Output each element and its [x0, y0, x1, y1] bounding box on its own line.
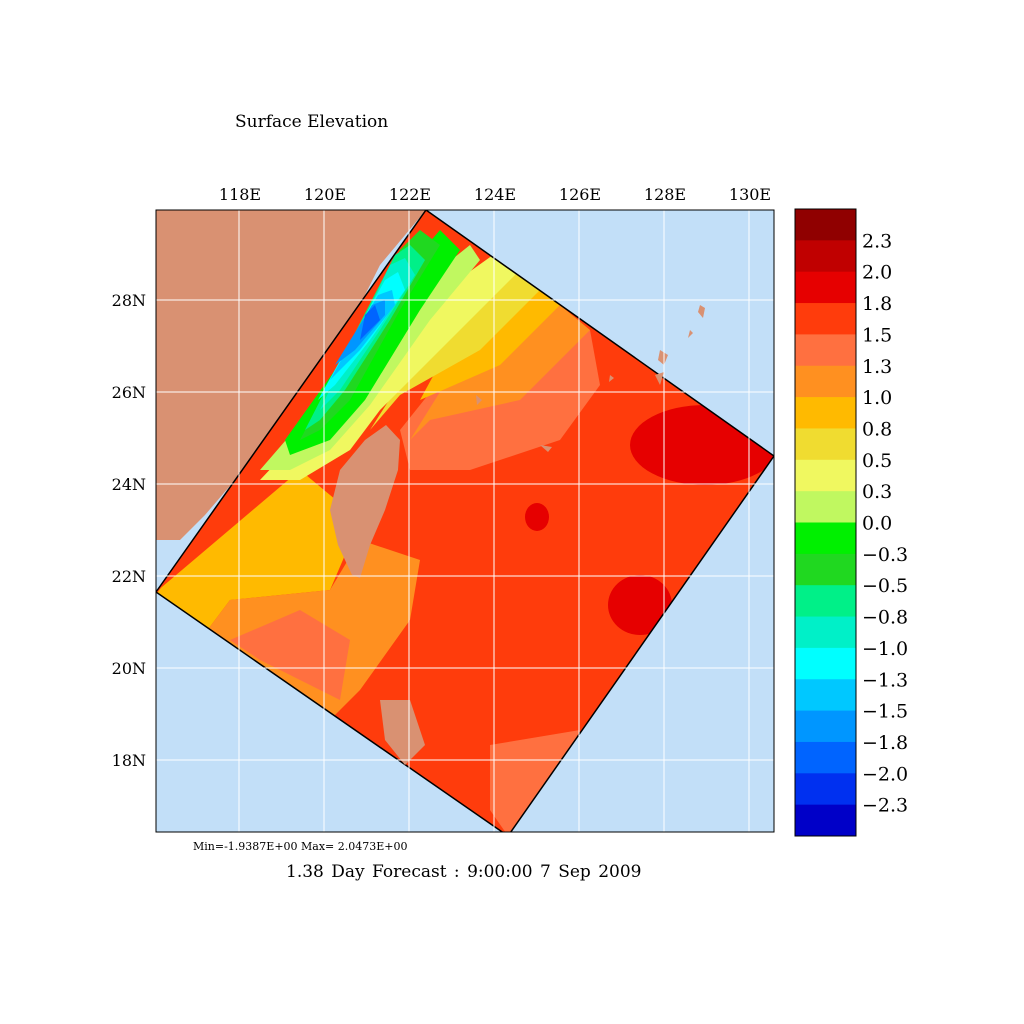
colorbar-label: 0.8 [862, 418, 892, 440]
colorbar-label: 1.5 [862, 324, 892, 346]
colorbar-label: −0.8 [862, 607, 908, 629]
colorbar-label: 1.0 [862, 387, 892, 409]
islands [380, 305, 705, 765]
colorbar-swatch [795, 491, 856, 523]
mainland-land [156, 210, 426, 540]
lon-tick-label: 120E [304, 185, 346, 204]
colorbar-swatch [795, 679, 856, 712]
colorbar-swatch [795, 647, 856, 680]
lon-tick-label: 124E [474, 185, 516, 204]
colorbar-label: 1.3 [862, 356, 892, 378]
colorbar-label: 2.0 [862, 262, 892, 284]
colorbar-label: −1.0 [862, 638, 908, 660]
colorbar-swatch [795, 773, 856, 806]
colorbar-label: 0.0 [862, 513, 892, 535]
map-title: Surface Elevation [235, 112, 389, 132]
model-domain [156, 210, 774, 832]
colorbar-label: −0.3 [862, 544, 908, 566]
colorbar-label: 1.8 [862, 293, 892, 315]
colorbar-swatch [795, 616, 856, 649]
lon-tick-label: 126E [559, 185, 601, 204]
lat-tick-label: 20N [112, 659, 146, 678]
lat-tick-label: 22N [112, 567, 146, 586]
colorbar-label: 2.3 [862, 230, 892, 252]
colorbar-label: −2.0 [862, 763, 908, 785]
colorbar-swatch [795, 522, 856, 555]
colorbar-swatch [795, 459, 856, 492]
lat-tick-label: 18N [112, 751, 146, 770]
lon-tick-label: 118E [219, 185, 261, 204]
colorbar-label: 0.3 [862, 481, 892, 503]
min-max-text: Min=-1.9387E+00 Max= 2.0473E+00 [193, 840, 408, 853]
taiwan-land [330, 425, 400, 578]
colorbar-label: −0.5 [862, 575, 908, 597]
colorbar-label: −1.8 [862, 732, 908, 754]
lon-tick-label: 122E [389, 185, 431, 204]
colorbar-swatch [795, 334, 856, 367]
colorbar [794, 208, 857, 837]
lon-tick-label: 128E [644, 185, 686, 204]
colorbar-labels: 2.3 2.0 1.8 1.5 1.3 1.0 0.8 0.5 0.3 0.0 −0.3 −0.5 −0… [862, 230, 908, 816]
colorbar-swatch [795, 209, 856, 241]
forecast-time-text: 1.38 Day Forecast : 9:00:00 7 Sep 2009 [286, 862, 642, 882]
colorbar-label: −1.3 [862, 669, 908, 691]
colorbar-swatch [795, 710, 856, 743]
lat-tick-label: 28N [112, 291, 146, 310]
colorbar-swatch [795, 240, 856, 273]
colorbar-label: 0.5 [862, 450, 892, 472]
colorbar-swatch [795, 271, 856, 304]
colorbar-swatch [795, 428, 856, 461]
lat-tick-label: 24N [112, 475, 146, 494]
colorbar-swatch [795, 804, 856, 837]
colorbar-swatch [795, 303, 856, 335]
map-frame [155, 209, 775, 833]
colorbar-label: −2.3 [862, 795, 908, 817]
colorbar-swatch [795, 741, 856, 774]
lat-tick-label: 26N [112, 383, 146, 402]
colorbar-swatch [795, 397, 856, 429]
colorbar-swatch [795, 585, 856, 618]
gridlines [156, 210, 774, 832]
colorbar-label: −1.5 [862, 701, 908, 723]
lon-tick-label: 130E [729, 185, 771, 204]
colorbar-frame [794, 208, 857, 837]
colorbar-swatch [795, 553, 856, 586]
colorbar-swatch [795, 365, 856, 398]
